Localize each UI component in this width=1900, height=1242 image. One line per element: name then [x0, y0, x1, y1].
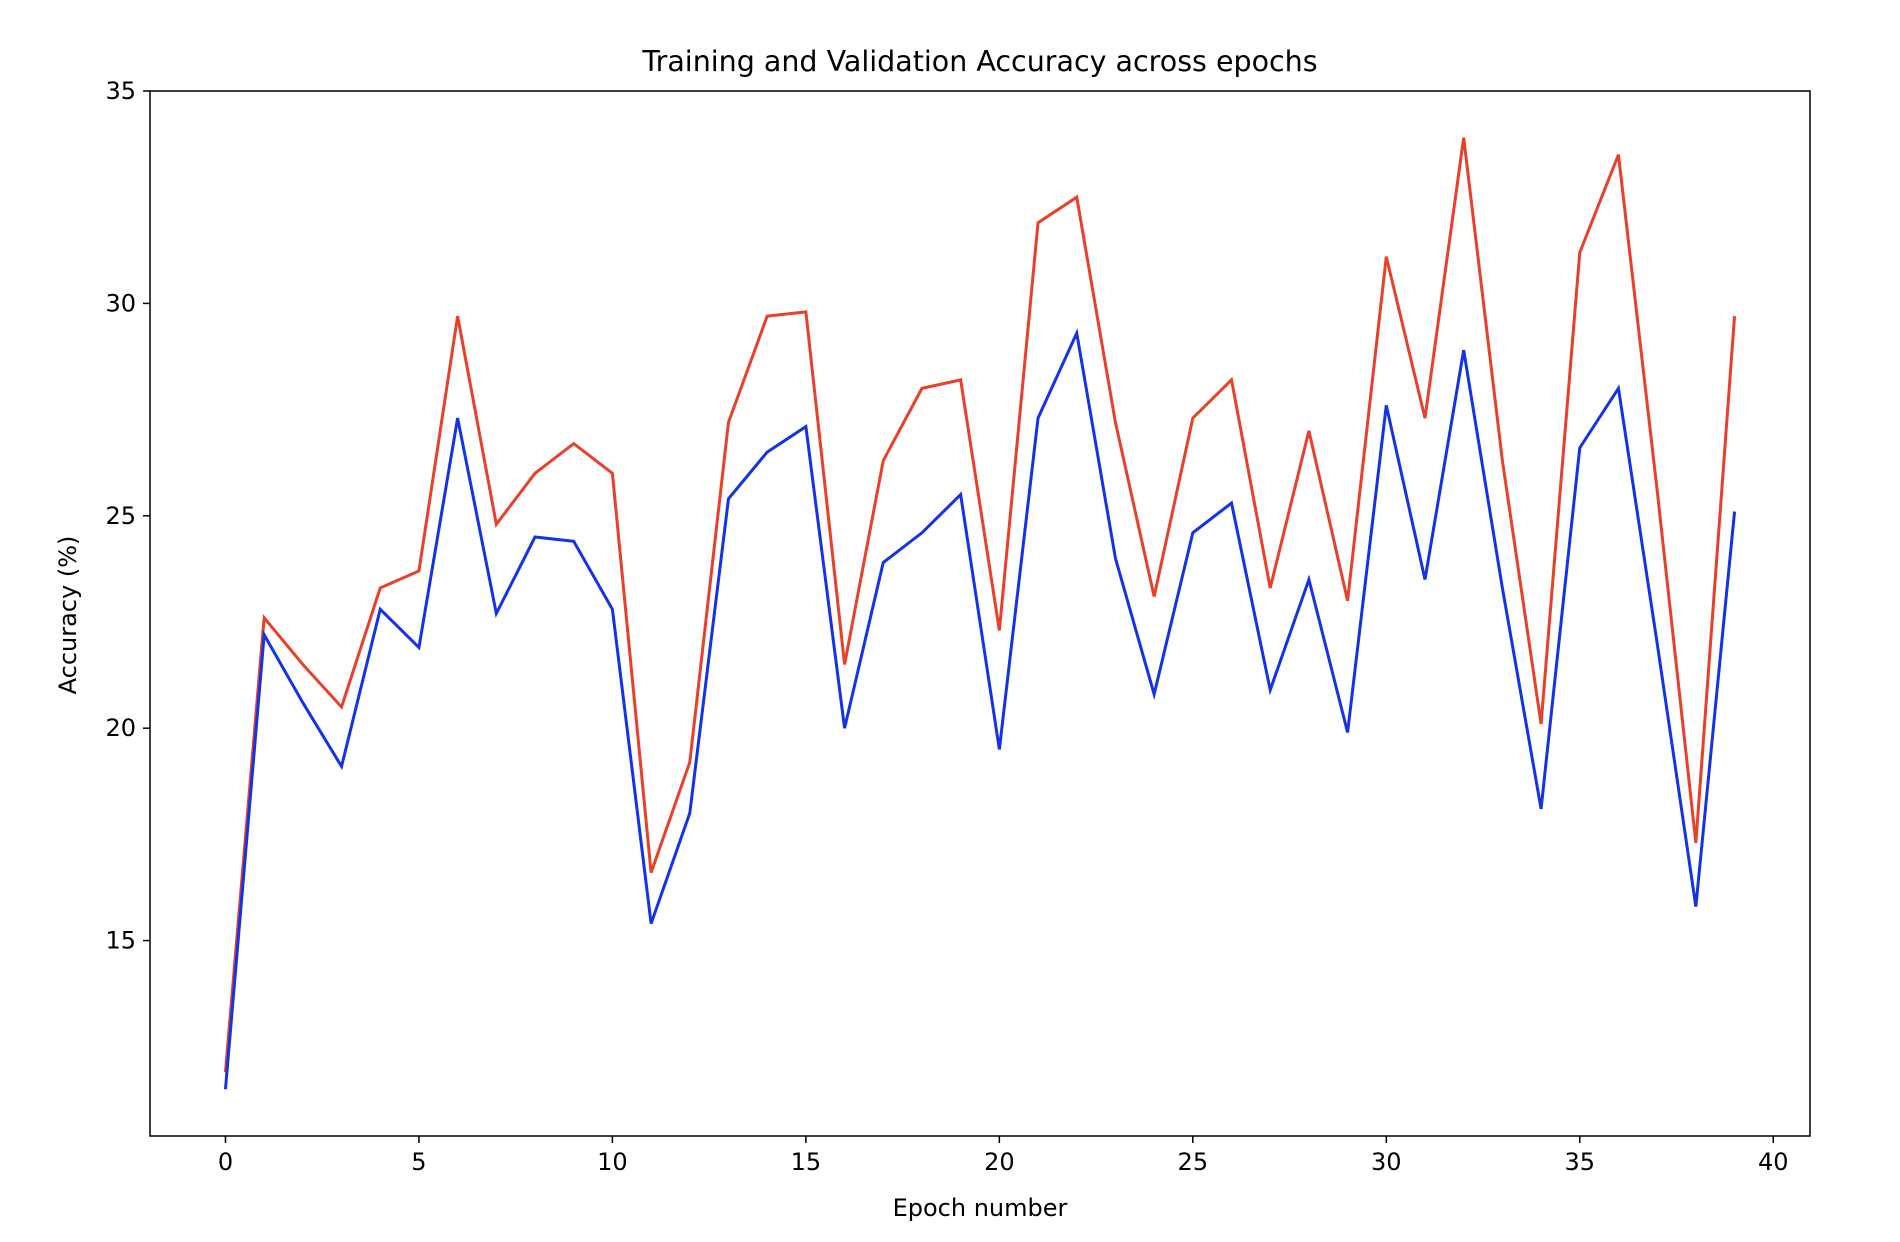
- x-tick-label: 30: [1371, 1148, 1402, 1176]
- x-tick-label: 25: [1178, 1148, 1209, 1176]
- chart-title: Training and Validation Accuracy across …: [641, 45, 1317, 78]
- x-tick-label: 0: [218, 1148, 233, 1176]
- x-tick-label: 5: [411, 1148, 426, 1176]
- series-line-2: [223, 328, 1737, 1090]
- series-layer: [223, 137, 1737, 1090]
- x-tick-label: 40: [1758, 1148, 1789, 1176]
- x-tick-label: 35: [1564, 1148, 1595, 1176]
- x-ticks: 0 5 10 15 20 25 30 35 40: [218, 1136, 1789, 1176]
- y-tick-label: 15: [105, 927, 136, 955]
- y-axis-label: Accuracy (%): [54, 536, 82, 695]
- x-tick-label: 20: [984, 1148, 1015, 1176]
- x-tick-label: 10: [597, 1148, 628, 1176]
- y-tick-label: 20: [105, 714, 136, 742]
- plot-frame: [149, 90, 1811, 1137]
- y-tick-label: 25: [105, 502, 136, 530]
- x-tick-label: 15: [791, 1148, 822, 1176]
- y-tick-label: 35: [105, 77, 136, 105]
- series-line-1: [223, 137, 1737, 1073]
- x-axis-label: Epoch number: [893, 1194, 1068, 1222]
- y-ticks: 15 20 25 30 35: [105, 77, 150, 955]
- y-tick-label: 30: [105, 289, 136, 317]
